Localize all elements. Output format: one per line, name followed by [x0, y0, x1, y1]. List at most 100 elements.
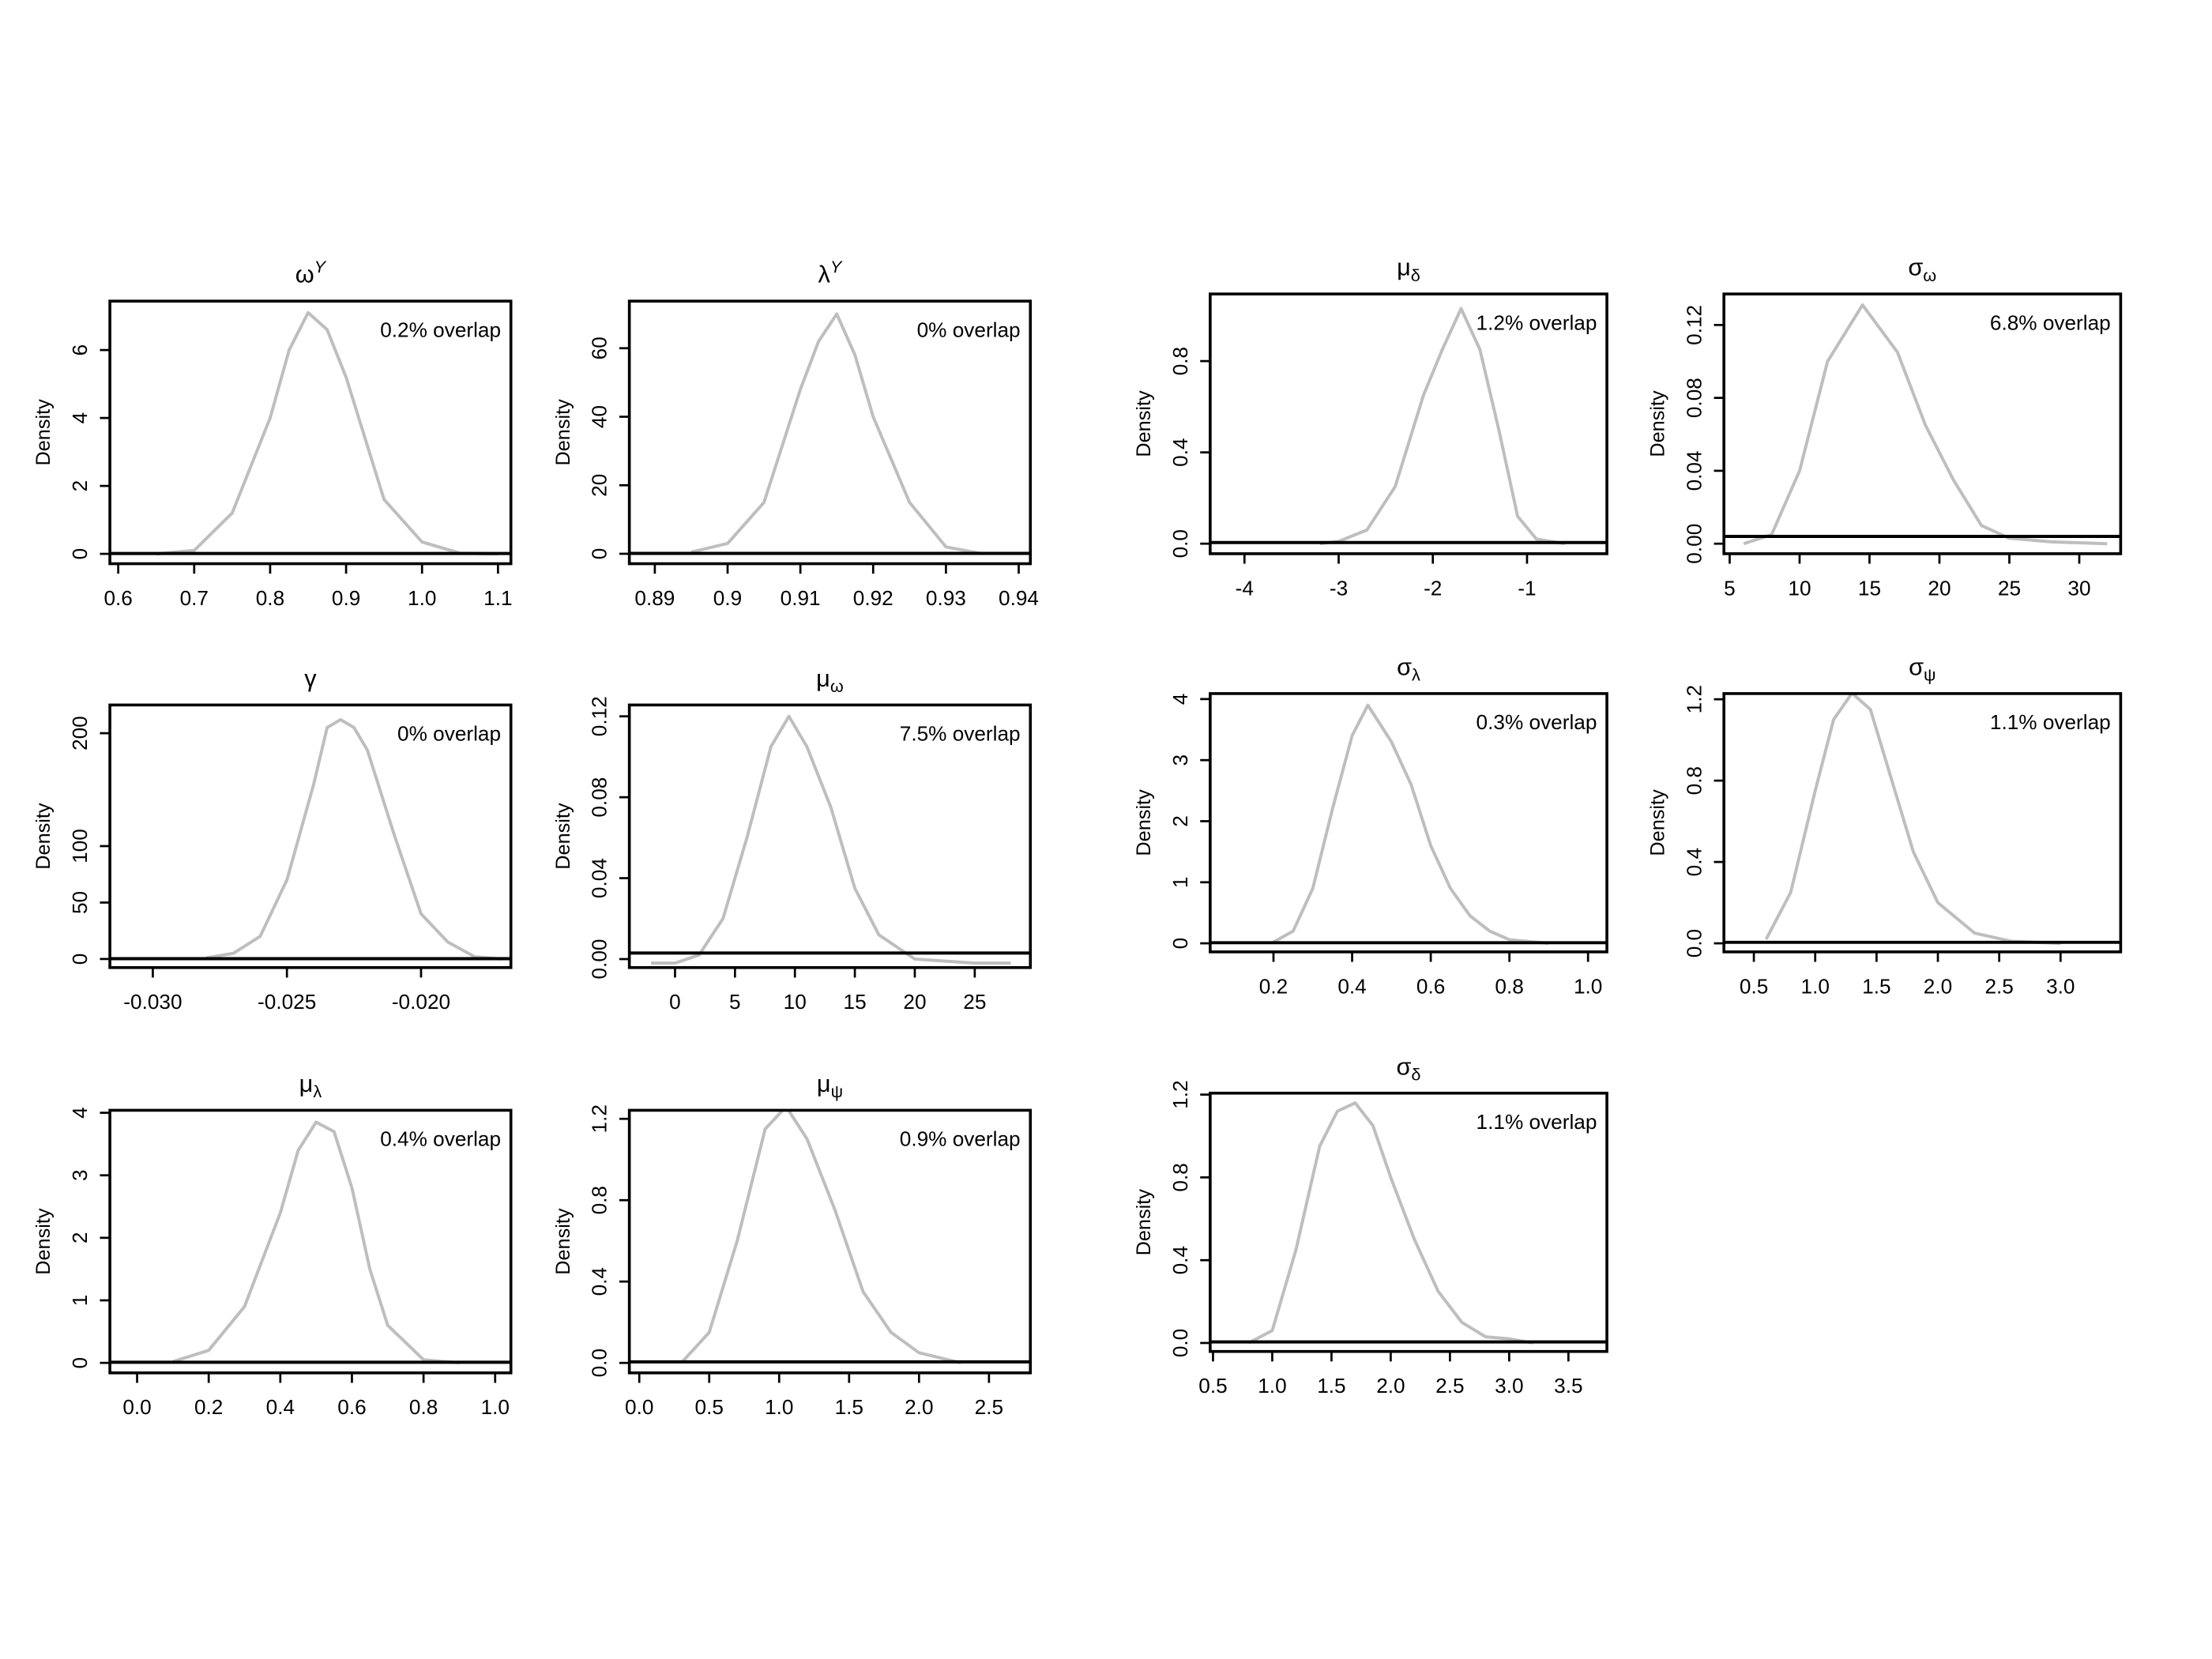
title-superscript: Y — [314, 257, 327, 276]
x-tick-label: 0.9 — [332, 586, 360, 610]
title-subscript: λ — [1412, 665, 1420, 685]
x-tick-label: 1.0 — [1801, 974, 1830, 998]
y-tick-label: 0.0 — [1168, 529, 1192, 558]
y-tick-label: 0.12 — [1682, 305, 1706, 345]
x-tick-label: 2.5 — [975, 1395, 1003, 1419]
x-tick-label: 0.8 — [1495, 974, 1523, 998]
overlap-annotation: 1.1% overlap — [1990, 710, 2111, 734]
y-tick-label: 0.0 — [588, 1349, 611, 1377]
title-main: σ — [1908, 254, 1923, 281]
x-tick-label: 0.8 — [256, 586, 284, 610]
x-tick-label: 0.0 — [625, 1395, 653, 1419]
x-tick-label: 0.4 — [266, 1395, 295, 1419]
x-tick-label: 3.0 — [1495, 1374, 1523, 1398]
title-subscript: λ — [313, 1082, 322, 1101]
x-tick-label: -0.020 — [392, 990, 450, 1014]
y-tick-label: 0.8 — [1168, 347, 1192, 375]
overlap-annotation: 0.2% overlap — [380, 318, 501, 341]
plot-area — [1724, 303, 2121, 546]
plot-frame — [108, 1108, 513, 1375]
y-tick-label: 0 — [588, 548, 611, 560]
x-tick-label: 0.89 — [634, 586, 675, 610]
x-tick-label: 20 — [1928, 576, 1951, 600]
title-subscript: ω — [830, 676, 844, 696]
x-tick-label: 2.0 — [1924, 974, 1952, 998]
x-tick-label: 1.5 — [835, 1395, 863, 1419]
x-tick-label: 0.93 — [926, 586, 966, 610]
y-axis-label: Density — [32, 1208, 55, 1275]
density-line — [679, 1110, 961, 1365]
panel-title: λY — [818, 257, 843, 288]
plot-frame — [1722, 692, 2123, 954]
overlap-annotation: 0.4% overlap — [380, 1127, 501, 1151]
plot-area — [629, 714, 1031, 965]
overlap-annotation: 1.1% overlap — [1477, 1110, 1597, 1134]
panel-title: μψ — [817, 1070, 843, 1101]
y-tick-label: 0.0 — [1168, 1329, 1192, 1357]
panel: 0.0 0.5 1.0 1.5 2.0 2.5 0.0 0.4 0.8 1.2 Density μψ 0… — [552, 1070, 1033, 1419]
y-tick-label: 1 — [1168, 876, 1192, 888]
y-tick-label: 0.00 — [588, 939, 611, 980]
y-tick-label: 6 — [68, 344, 92, 356]
plot-area — [1209, 703, 1608, 946]
title-subscript: δ — [1411, 1064, 1420, 1084]
y-axis-label: Density — [32, 399, 55, 466]
x-tick-label: 3.5 — [1554, 1374, 1582, 1398]
x-tick-label: 0.7 — [180, 586, 209, 610]
y-axis-label: Density — [552, 1208, 574, 1275]
x-tick-label: 25 — [963, 990, 986, 1014]
x-tick-label: 1.0 — [1258, 1374, 1286, 1398]
overlap-annotation: 0% overlap — [917, 318, 1021, 341]
x-tick-label: -0.030 — [123, 990, 182, 1014]
density-line — [156, 310, 498, 556]
panel-title: μω — [816, 664, 844, 696]
x-tick-label: 0.9 — [713, 586, 742, 610]
panel-title: μλ — [299, 1070, 322, 1101]
y-tick-label: 0 — [68, 548, 92, 560]
y-tick-label: 0.0 — [1682, 929, 1706, 957]
panel: -0.030 -0.025 -0.020 0 50 100 200 Density γ 0% ov… — [32, 664, 513, 1014]
title-superscript: Y — [830, 257, 843, 276]
density-line — [651, 714, 1011, 965]
x-tick-label: 0.6 — [1416, 974, 1445, 998]
x-tick-label: -0.025 — [258, 990, 316, 1014]
overlap-annotation: 6.8% overlap — [1990, 310, 2111, 334]
x-tick-label: 0.2 — [1259, 974, 1288, 998]
x-tick-label: 0.6 — [103, 586, 132, 610]
y-tick-label: 4 — [68, 412, 92, 424]
density-line — [1247, 1101, 1533, 1345]
plot-frame — [627, 299, 1033, 566]
plot-area — [629, 312, 1031, 555]
y-tick-label: 0.08 — [588, 777, 611, 818]
y-tick-label: 0.8 — [588, 1186, 611, 1214]
plot-frame — [627, 1108, 1033, 1375]
y-tick-label: 200 — [68, 716, 92, 750]
density-line — [1273, 703, 1549, 946]
title-main: σ — [1397, 653, 1412, 680]
y-tick-label: 50 — [68, 891, 92, 914]
density-line — [1319, 307, 1565, 546]
y-tick-label: 100 — [68, 829, 92, 863]
y-axis-label: Density — [1646, 390, 1668, 457]
title-main: ω — [295, 261, 314, 288]
x-tick-label: 1.5 — [1862, 974, 1890, 998]
y-tick-label: 0.04 — [588, 858, 611, 898]
x-tick-label: -4 — [1236, 576, 1254, 600]
x-tick-label: 25 — [1998, 576, 2021, 600]
panel: 0.0 0.2 0.4 0.6 0.8 1.0 0 1 2 3 4 Density μλ 0.4% ove… — [32, 1070, 513, 1419]
title-main: μ — [1397, 254, 1411, 281]
x-tick-label: 1.5 — [1317, 1374, 1345, 1398]
y-tick-label: 2 — [68, 1232, 92, 1244]
density-line — [172, 1120, 460, 1365]
plot-area — [1209, 1101, 1608, 1345]
title-main: σ — [1396, 1052, 1411, 1080]
title-main: μ — [299, 1070, 314, 1097]
y-tick-label: 20 — [588, 474, 611, 497]
plot-frame — [1209, 1091, 1608, 1353]
y-tick-label: 0.04 — [1682, 450, 1706, 491]
title-subscript: ψ — [1924, 665, 1936, 685]
y-tick-label: 0.4 — [1168, 1246, 1192, 1274]
plot-frame — [1209, 292, 1608, 555]
plot-area — [1209, 307, 1608, 546]
